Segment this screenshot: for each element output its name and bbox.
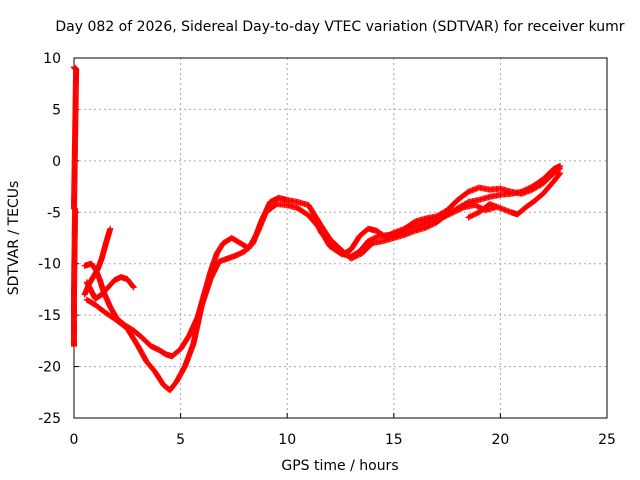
x-tick-label: 0 xyxy=(70,432,79,448)
data-point xyxy=(354,252,361,259)
data-point xyxy=(428,222,435,229)
data-point xyxy=(349,254,356,261)
grid-layer xyxy=(74,58,607,418)
data-point xyxy=(475,204,482,211)
x-tick-label: 15 xyxy=(385,432,403,448)
y-tick-label: 10 xyxy=(43,51,61,67)
data-point xyxy=(130,284,137,291)
data-point xyxy=(350,254,357,261)
data-point xyxy=(429,221,436,228)
y-tick-label: 5 xyxy=(52,102,61,118)
y-tick-label: -25 xyxy=(38,411,61,427)
data-point xyxy=(464,199,471,206)
x-tick-label: 5 xyxy=(176,432,185,448)
data-point xyxy=(352,253,359,260)
x-tick-label: 25 xyxy=(598,432,616,448)
points-layer xyxy=(71,64,564,394)
y-tick-label: 0 xyxy=(52,154,61,170)
data-point xyxy=(365,238,372,245)
x-tick-label: 10 xyxy=(278,432,296,448)
data-point xyxy=(466,213,473,220)
y-tick-label: -5 xyxy=(47,205,61,221)
data-point xyxy=(556,171,563,178)
data-point xyxy=(473,210,480,217)
data-point xyxy=(472,211,479,218)
data-series-6 xyxy=(309,165,564,258)
data-point xyxy=(473,202,480,209)
data-point xyxy=(129,283,136,290)
data-point xyxy=(71,343,77,349)
data-series-7 xyxy=(465,170,564,221)
data-series-1 xyxy=(71,64,80,349)
data-point xyxy=(348,255,355,262)
y-tick-label: -20 xyxy=(38,360,61,376)
data-point xyxy=(425,223,432,230)
data-point xyxy=(557,165,564,172)
data-point xyxy=(465,214,472,221)
data-point xyxy=(424,224,431,231)
x-tick-label: 20 xyxy=(491,432,509,448)
y-tick-label: -10 xyxy=(38,257,61,273)
data-point xyxy=(557,170,564,177)
data-point xyxy=(470,211,477,218)
data-point xyxy=(469,212,476,219)
data-point xyxy=(422,224,429,231)
data-point xyxy=(556,165,563,172)
data-point xyxy=(430,220,437,227)
data-point xyxy=(474,203,481,210)
data-point xyxy=(374,233,381,240)
data-point xyxy=(367,236,374,243)
ticks-layer: 0 5 10 15 20 25 -25 -20 -15 -10 -5 0 5 10 xyxy=(38,51,616,448)
y-tick-label: -15 xyxy=(38,308,61,324)
data-series-2 xyxy=(81,225,114,298)
data-point xyxy=(353,253,360,259)
data-point xyxy=(356,251,363,258)
data-point xyxy=(373,234,380,241)
data-point xyxy=(366,237,373,244)
data-point xyxy=(426,222,433,229)
y-axis-label: SDTVAR / TECUs xyxy=(6,181,22,296)
data-point xyxy=(468,213,475,220)
x-axis-label: GPS time / hours xyxy=(281,458,398,474)
data-series-3 xyxy=(83,274,137,302)
data-point xyxy=(107,225,114,232)
chart-title: Day 082 of 2026, Sidereal Day-to-day VTE… xyxy=(55,19,624,35)
